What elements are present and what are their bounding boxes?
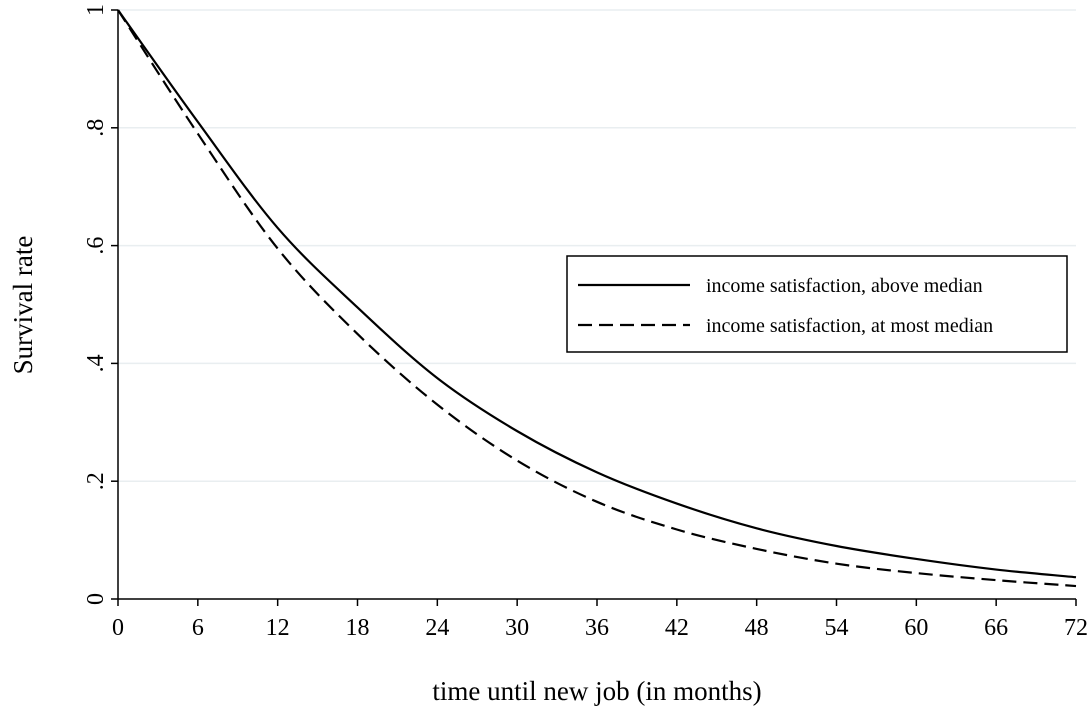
- legend-label-at-most-median: income satisfaction, at most median: [706, 315, 993, 337]
- x-tick-label-4: 24: [425, 615, 449, 641]
- x-tick-label-0: 0: [112, 615, 124, 641]
- x-tick-label-6: 36: [585, 615, 609, 641]
- y-tick-label-3: .6: [83, 237, 109, 255]
- x-axis-title: time until new job (in months): [432, 676, 761, 706]
- x-tick-label-9: 54: [825, 615, 849, 641]
- y-tick-label-4: .8: [83, 119, 109, 137]
- series-line-above-median: [117, 9, 1077, 579]
- x-tick-label-8: 48: [745, 615, 769, 641]
- y-tick-label-1: .2: [83, 472, 109, 490]
- y-axis-title: Survival rate: [8, 236, 38, 375]
- x-tick-label-12: 72: [1064, 615, 1088, 641]
- x-tick-label-10: 60: [904, 615, 928, 641]
- y-tick-label-0: 0: [83, 593, 109, 605]
- legend-box: [566, 255, 1068, 353]
- y-tick-label-2: .4: [83, 354, 109, 372]
- x-tick-label-2: 12: [266, 615, 290, 641]
- x-tick-label-5: 30: [505, 615, 529, 641]
- x-tick-label-3: 18: [346, 615, 370, 641]
- y-tick-label-5: 1: [83, 4, 109, 16]
- axes: 0 .2 .4 .6 .8 1 0 6 12 18 24 30 36 42 48 54 60 66 72: [83, 4, 1088, 641]
- legend-label-above-median: income satisfaction, above median: [706, 275, 983, 297]
- series-line-at-most-median: [117, 9, 1077, 588]
- x-tick-label-1: 6: [192, 615, 204, 641]
- grid-lines: [118, 9, 1076, 482]
- plot-series: [117, 9, 1077, 588]
- legend: income satisfaction, above median income…: [566, 255, 1068, 353]
- x-tick-label-7: 42: [665, 615, 689, 641]
- x-tick-label-11: 66: [984, 615, 1008, 641]
